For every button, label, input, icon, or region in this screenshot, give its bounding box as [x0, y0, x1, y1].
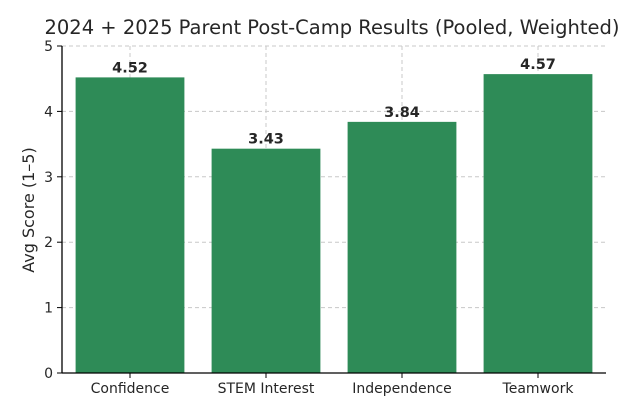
- bar-value-label: 3.84: [384, 105, 420, 121]
- y-tick-label: 2: [44, 235, 53, 251]
- axes: [57, 45, 606, 378]
- y-tick-label: 3: [44, 170, 53, 186]
- y-tick-label: 5: [44, 39, 53, 55]
- y-tick-label: 1: [44, 301, 53, 317]
- y-axis-label: Avg Score (1–5): [19, 147, 38, 272]
- x-tick-label: Independence: [352, 381, 452, 397]
- bar-value-label: 3.43: [248, 132, 284, 148]
- x-tick-label: Confidence: [91, 381, 170, 397]
- y-tick-label: 4: [44, 104, 53, 120]
- y-tick-label: 0: [44, 366, 53, 382]
- x-tick-label: Teamwork: [502, 381, 575, 397]
- x-tick-label: STEM Interest: [218, 381, 315, 397]
- bar-confidence: [75, 77, 185, 373]
- bars: [75, 74, 593, 373]
- chart-title: 2024 + 2025 Parent Post-Camp Results (Po…: [44, 16, 619, 39]
- labels: 0 1 2 3 4 5 4.52 Confidence 3.43 STEM Interest 3.8…: [44, 39, 574, 397]
- bar-value-label: 4.57: [520, 57, 556, 73]
- bar-stem-interest: [211, 148, 321, 373]
- bar-independence: [347, 121, 457, 373]
- bar-value-label: 4.52: [112, 60, 148, 76]
- bar-teamwork: [483, 74, 593, 373]
